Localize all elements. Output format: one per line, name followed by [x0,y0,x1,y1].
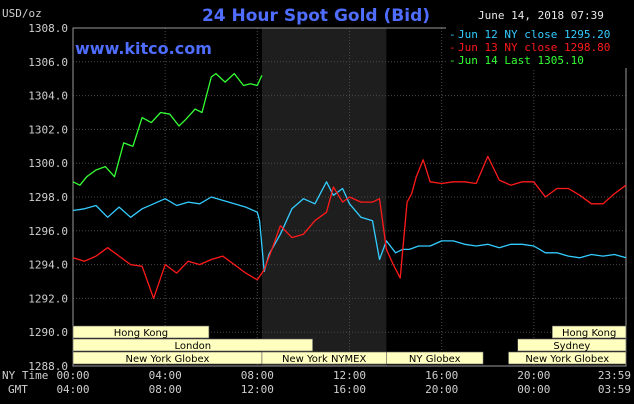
y-tick-label: 1296.0 [28,225,68,238]
series-line-3 [72,72,263,186]
market-bar [508,351,627,365]
ny-tick-label: 20:00 [517,369,550,382]
gmt-label: GMT [8,383,28,396]
market-bar [386,351,484,365]
market-label: Hong Kong [114,328,168,339]
series-line-1 [72,181,627,273]
market-label: New York Globex [525,354,609,365]
y-tick-label: 1288.0 [28,360,68,373]
chart-title: 24 Hour Spot Gold (Bid) [202,6,430,26]
market-label: London [174,341,211,352]
y-tick-label: 1290.0 [28,326,68,339]
y-tick-label: 1304.0 [28,90,68,103]
y-axis-ticks: 1288.0 1290.0 1292.0 1294.0 1296.0 1298.0 1300… [28,22,68,373]
legend-entry: Jun 12 NY close 1295.20 [458,28,610,41]
market-label: New York NYMEX [282,354,367,365]
ny-tick-label: 08:00 [241,369,274,382]
y-tick-label: 1308.0 [28,22,68,35]
market-label: Hong Kong [562,328,616,339]
market-label: New York Globex [126,354,210,365]
ny-tick-label: 04:00 [149,369,182,382]
x-axis-ticks: 00:0004:0004:0008:0008:0012:0012:0016:00… [56,369,631,396]
market-label: Sydney [553,341,590,352]
gmt-tick-label: 04:00 [56,383,89,396]
gmt-tick-label: 03:59 [598,383,631,396]
ny-tick-label: 12:00 [333,369,366,382]
legend-marker: - [449,28,456,41]
y-axis-unit: USD/oz [2,7,42,20]
ny-tick-label: 00:00 [56,369,89,382]
market-bar [517,338,627,352]
timestamp: June 14, 2018 07:39 [478,9,604,22]
y-tick-label: 1300.0 [28,157,68,170]
legend-box [446,26,628,68]
y-tick-label: 1294.0 [28,259,68,272]
series-line-2 [72,155,627,300]
ny-time-label: NY Time [2,369,48,382]
series-lines [72,72,627,300]
gmt-tick-label: 08:00 [149,383,182,396]
legend-entry: Jun 13 NY close 1298.80 [458,41,610,54]
ny-tick-label: 23:59 [598,369,631,382]
legend-marker: - [449,41,456,54]
gmt-tick-label: 12:00 [241,383,274,396]
market-bar [72,338,313,352]
ny-session-shade [261,28,387,366]
y-tick-label: 1306.0 [28,56,68,69]
market-sessions: Hong Kong Hong Kong London Sydney New York G… [72,325,627,365]
site-watermark: www.kitco.com [75,39,212,58]
ny-tick-label: 16:00 [425,369,458,382]
legend: - Jun 12 NY close 1295.20- Jun 13 NY close… [446,26,628,68]
market-bar [72,325,210,339]
y-tick-label: 1298.0 [28,191,68,204]
market-bar [551,325,627,339]
gmt-tick-label: 00:00 [517,383,550,396]
gmt-tick-label: 16:00 [333,383,366,396]
y-tick-label: 1302.0 [28,123,68,136]
legend-entry: Jun 14 Last 1305.10 [458,54,584,67]
market-label: NY Globex [409,354,461,365]
legend-marker: - [449,54,456,67]
y-tick-label: 1292.0 [28,292,68,305]
plot-frame [72,27,627,367]
gmt-tick-label: 20:00 [425,383,458,396]
